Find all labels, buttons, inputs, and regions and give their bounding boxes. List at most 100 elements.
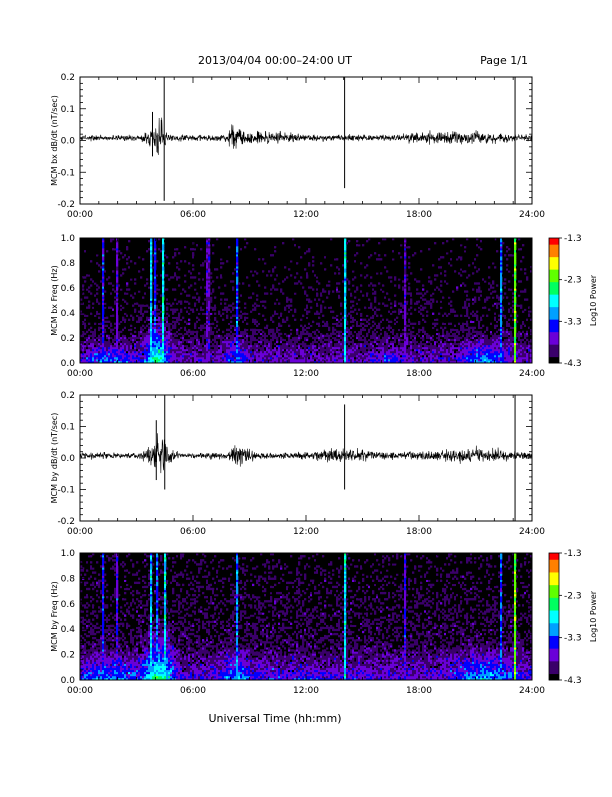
spectrogram-cell — [336, 282, 338, 284]
spectrogram-cell — [310, 349, 312, 351]
spectrogram-cell — [208, 244, 210, 246]
spectrogram-cell — [100, 331, 102, 333]
spectrogram-cell — [224, 284, 226, 286]
spectrogram-cell — [162, 274, 164, 276]
spectrogram-cell — [156, 339, 158, 341]
spectrogram-cell — [252, 331, 254, 333]
spectrogram-cell — [190, 335, 192, 337]
spectrogram-cell — [86, 345, 88, 347]
spectrogram-cell — [116, 284, 118, 286]
spectrogram-cell — [164, 252, 166, 254]
spectrogram-cell — [208, 329, 210, 331]
spectrogram-cell — [274, 349, 276, 351]
spectrogram-cell — [218, 311, 220, 313]
spectrogram-cell — [156, 309, 158, 311]
spectrogram-cell — [374, 359, 376, 361]
spectrogram-cell — [112, 351, 114, 353]
spectrogram-cell — [144, 341, 146, 343]
spectrogram-cell — [382, 355, 384, 357]
spectrogram-cell — [184, 329, 186, 331]
spectrogram-cell — [352, 315, 354, 317]
spectrogram-cell — [286, 329, 288, 331]
spectrogram-cell — [190, 359, 192, 361]
spectrogram-cell — [136, 315, 138, 317]
spectrogram-cell — [398, 351, 400, 353]
spectrogram-cell — [398, 290, 400, 292]
spectrogram-cell — [150, 280, 152, 282]
spectrogram-cell — [106, 357, 108, 359]
spectrogram-cell — [312, 313, 314, 315]
spectrogram-cell — [126, 315, 128, 317]
spectrogram-cell — [116, 353, 118, 355]
spectrogram-cell — [168, 341, 170, 343]
spectrogram-cell — [146, 329, 148, 331]
spectrogram-cell — [124, 337, 126, 339]
spectrogram-cell — [226, 355, 228, 357]
spectrogram-cell — [140, 355, 142, 357]
spectrogram-cell — [358, 323, 360, 325]
spectrogram-cell — [160, 343, 162, 345]
spectrogram-cell — [232, 355, 234, 357]
spectrogram-cell — [174, 288, 176, 290]
spectrogram-cell — [98, 353, 100, 355]
spectrogram-cell — [140, 286, 142, 288]
spectrogram-cell — [334, 351, 336, 353]
spectrogram-cell — [176, 278, 178, 280]
spectrogram-cell — [258, 337, 260, 339]
spectrogram-cell — [164, 303, 166, 305]
spectrogram-cell — [382, 325, 384, 327]
spectrogram-cell — [268, 345, 270, 347]
spectrogram-cell — [156, 341, 158, 343]
spectrogram-cell — [246, 327, 248, 329]
spectrogram-cell — [222, 303, 224, 305]
spectrogram-cell — [376, 258, 378, 260]
spectrogram-cell — [230, 345, 232, 347]
spectrogram-cell — [212, 280, 214, 282]
spectrogram-cell — [316, 303, 318, 305]
spectrogram-cell — [286, 335, 288, 337]
spectrogram-cell — [180, 331, 182, 333]
spectrogram-cell — [298, 337, 300, 339]
spectrogram-cell — [186, 294, 188, 296]
spectrogram-cell — [244, 333, 246, 335]
spectrogram-cell — [358, 345, 360, 347]
spectrogram-cell — [152, 357, 154, 359]
spectrogram-cell — [178, 254, 180, 256]
spectrogram-cell — [134, 284, 136, 286]
spectrogram-cell — [166, 325, 168, 327]
spectrogram-cell — [154, 317, 156, 319]
spectrogram-cell — [120, 284, 122, 286]
spectrogram-cell — [368, 359, 370, 361]
spectrogram-cell — [106, 355, 108, 357]
spectrogram-cell — [122, 323, 124, 325]
spectrogram-cell — [258, 258, 260, 260]
spectrogram-cell — [312, 264, 314, 266]
spectrogram-cell — [348, 345, 350, 347]
y-tick-label: 0.1 — [61, 105, 75, 115]
spectrogram-cell — [352, 284, 354, 286]
spectrogram-cell — [194, 343, 196, 345]
spectrogram-cell — [156, 335, 158, 337]
spectrogram-cell — [94, 274, 96, 276]
spectrogram-cell — [212, 353, 214, 355]
spectrogram-cell — [376, 359, 378, 361]
spectrogram-cell — [352, 345, 354, 347]
spectrogram-cell — [220, 339, 222, 341]
spectrogram-cell — [384, 339, 386, 341]
spectrogram-cell — [370, 333, 372, 335]
spectrogram-cell — [326, 321, 328, 323]
spectrogram-cell — [194, 282, 196, 284]
spectrogram-cell — [170, 343, 172, 345]
spectrogram-cell — [100, 345, 102, 347]
spectrogram-cell — [174, 327, 176, 329]
spectrogram-cell — [286, 343, 288, 345]
spectrogram-cell — [148, 327, 150, 329]
spectrogram-cell — [122, 268, 124, 270]
spectrogram-cell — [162, 323, 164, 325]
spectrogram-cell — [128, 325, 130, 327]
spectrogram-cell — [394, 296, 396, 298]
spectrogram-cell — [138, 345, 140, 347]
spectrogram-cell — [226, 357, 228, 359]
spectrogram-cell — [96, 305, 98, 307]
